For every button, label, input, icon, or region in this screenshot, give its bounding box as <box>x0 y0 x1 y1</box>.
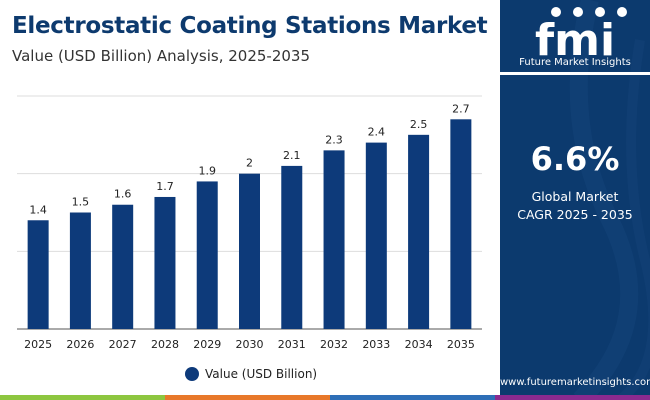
x-tick-2031: 2031 <box>278 338 306 351</box>
bar-2033 <box>365 142 387 329</box>
footer-stripe-segment <box>165 395 330 400</box>
x-tick-2025: 2025 <box>24 338 52 351</box>
fmi-logo: fmi <box>535 7 627 66</box>
x-tick-2030: 2030 <box>236 338 264 351</box>
cagr-label-line2: CAGR 2025 - 2035 <box>517 207 633 222</box>
value-label-2033: 2.4 <box>368 126 386 139</box>
x-tick-2027: 2027 <box>109 338 137 351</box>
bars <box>27 119 472 329</box>
bar-2032 <box>323 150 345 329</box>
x-tick-labels: 2025 2026 2027 2028 2029 2030 2031 2032 2033 2034… <box>24 338 475 351</box>
x-tick-2034: 2034 <box>405 338 433 351</box>
legend-label: Value (USD Billion) <box>205 367 318 381</box>
bar-2028 <box>154 196 176 329</box>
value-label-2027: 1.6 <box>114 188 132 201</box>
value-label-2030: 2 <box>246 157 253 170</box>
x-tick-2035: 2035 <box>447 338 475 351</box>
value-label-2034: 2.5 <box>410 118 428 131</box>
footer-stripe-segment <box>0 395 165 400</box>
x-tick-2029: 2029 <box>193 338 221 351</box>
value-label-2026: 1.5 <box>72 196 90 209</box>
logo-wordmark: fmi <box>535 15 615 66</box>
legend-swatch <box>185 367 199 381</box>
value-label-2035: 2.7 <box>452 102 470 115</box>
logo-divider <box>500 72 650 75</box>
x-tick-2026: 2026 <box>66 338 94 351</box>
bar-chart: 1.4 1.5 1.6 1.7 1.9 2 2.1 2.3 2.4 2.5 2.7 2025 2026… <box>17 95 482 351</box>
value-label-2032: 2.3 <box>325 133 343 146</box>
cagr-label: Global Market CAGR 2025 - 2035 <box>500 188 650 224</box>
footer-stripe-segment <box>495 395 650 400</box>
bar-2027 <box>112 204 134 329</box>
panel-texture <box>569 0 650 400</box>
bar-2031 <box>281 165 303 329</box>
bar-2029 <box>196 181 218 329</box>
footer-stripe-segment <box>330 395 495 400</box>
x-tick-2033: 2033 <box>362 338 390 351</box>
footer-stripe <box>0 395 650 400</box>
value-label-2025: 1.4 <box>29 203 47 216</box>
page-subtitle: Value (USD Billion) Analysis, 2025-2035 <box>12 47 310 65</box>
page-title: Electrostatic Coating Stations Market <box>12 13 488 39</box>
value-label-2028: 1.7 <box>156 180 174 193</box>
bar-2025 <box>27 220 49 329</box>
x-tick-2032: 2032 <box>320 338 348 351</box>
bar-2035 <box>450 119 472 329</box>
cagr-value: 6.6% <box>530 140 620 178</box>
value-labels: 1.4 1.5 1.6 1.7 1.9 2 2.1 2.3 2.4 2.5 2.7 <box>29 102 469 216</box>
bar-2026 <box>69 212 91 329</box>
x-tick-2028: 2028 <box>151 338 179 351</box>
side-panel: fmi Future Market Insights 6.6% Global M… <box>500 0 650 400</box>
logo-subtitle: Future Market Insights <box>519 57 631 68</box>
value-label-2029: 1.9 <box>198 164 216 177</box>
cagr-label-line1: Global Market <box>531 189 619 204</box>
value-label-2031: 2.1 <box>283 149 301 162</box>
bar-2030 <box>239 173 260 329</box>
legend: Value (USD Billion) <box>185 367 317 381</box>
website-url[interactable]: www.futuremarketinsights.com <box>500 377 650 388</box>
bar-2034 <box>408 134 430 329</box>
